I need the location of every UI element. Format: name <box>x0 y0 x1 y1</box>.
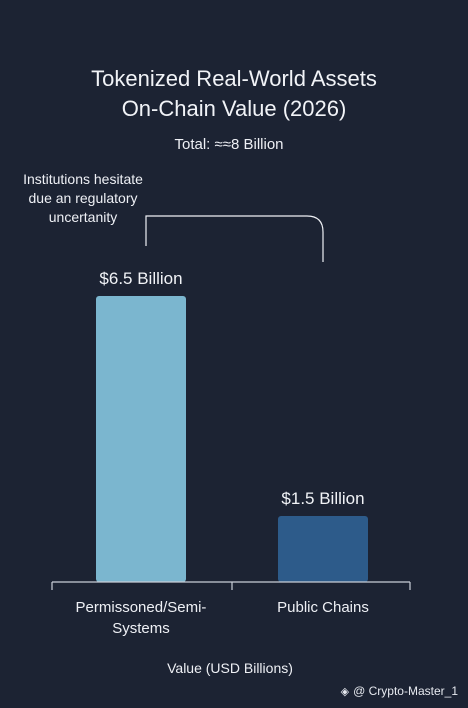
chart-title-line-2: On-Chain Value (2026) <box>121 96 347 121</box>
chart-title-line-1: Tokenized Real-World Assets <box>91 66 377 91</box>
watermark-text: @ Crypto-Master_1 <box>353 684 458 698</box>
chart-subtitle: Total: ≈≈8 Billion <box>174 136 284 153</box>
bar-1 <box>96 296 186 582</box>
annotation-connector <box>145 215 324 262</box>
category-label-1: Permissoned/Semi-Systems <box>76 599 207 637</box>
watermark: ◈ @ Crypto-Master_1 <box>341 684 458 698</box>
annotation-text: Institutions hesitate due an regulatory … <box>8 170 158 227</box>
chart-title: Tokenized Real-World Assets On-Chain Val… <box>0 64 468 124</box>
category-label-2: Public Chains <box>277 599 369 616</box>
binance-square-icon: ◈ <box>340 685 350 698</box>
bar-2 <box>278 516 368 582</box>
data-label-1: $6.5 Billion <box>99 269 182 288</box>
data-label-2: $1.5 Billion <box>281 489 364 508</box>
annotation-line-3: uncertanity <box>48 209 118 225</box>
annotation-line-2: due an regulatory <box>28 190 138 206</box>
annotation-line-1: Institutions hesitate <box>23 171 143 187</box>
x-axis-label: Value (USD Billions) <box>167 660 293 676</box>
